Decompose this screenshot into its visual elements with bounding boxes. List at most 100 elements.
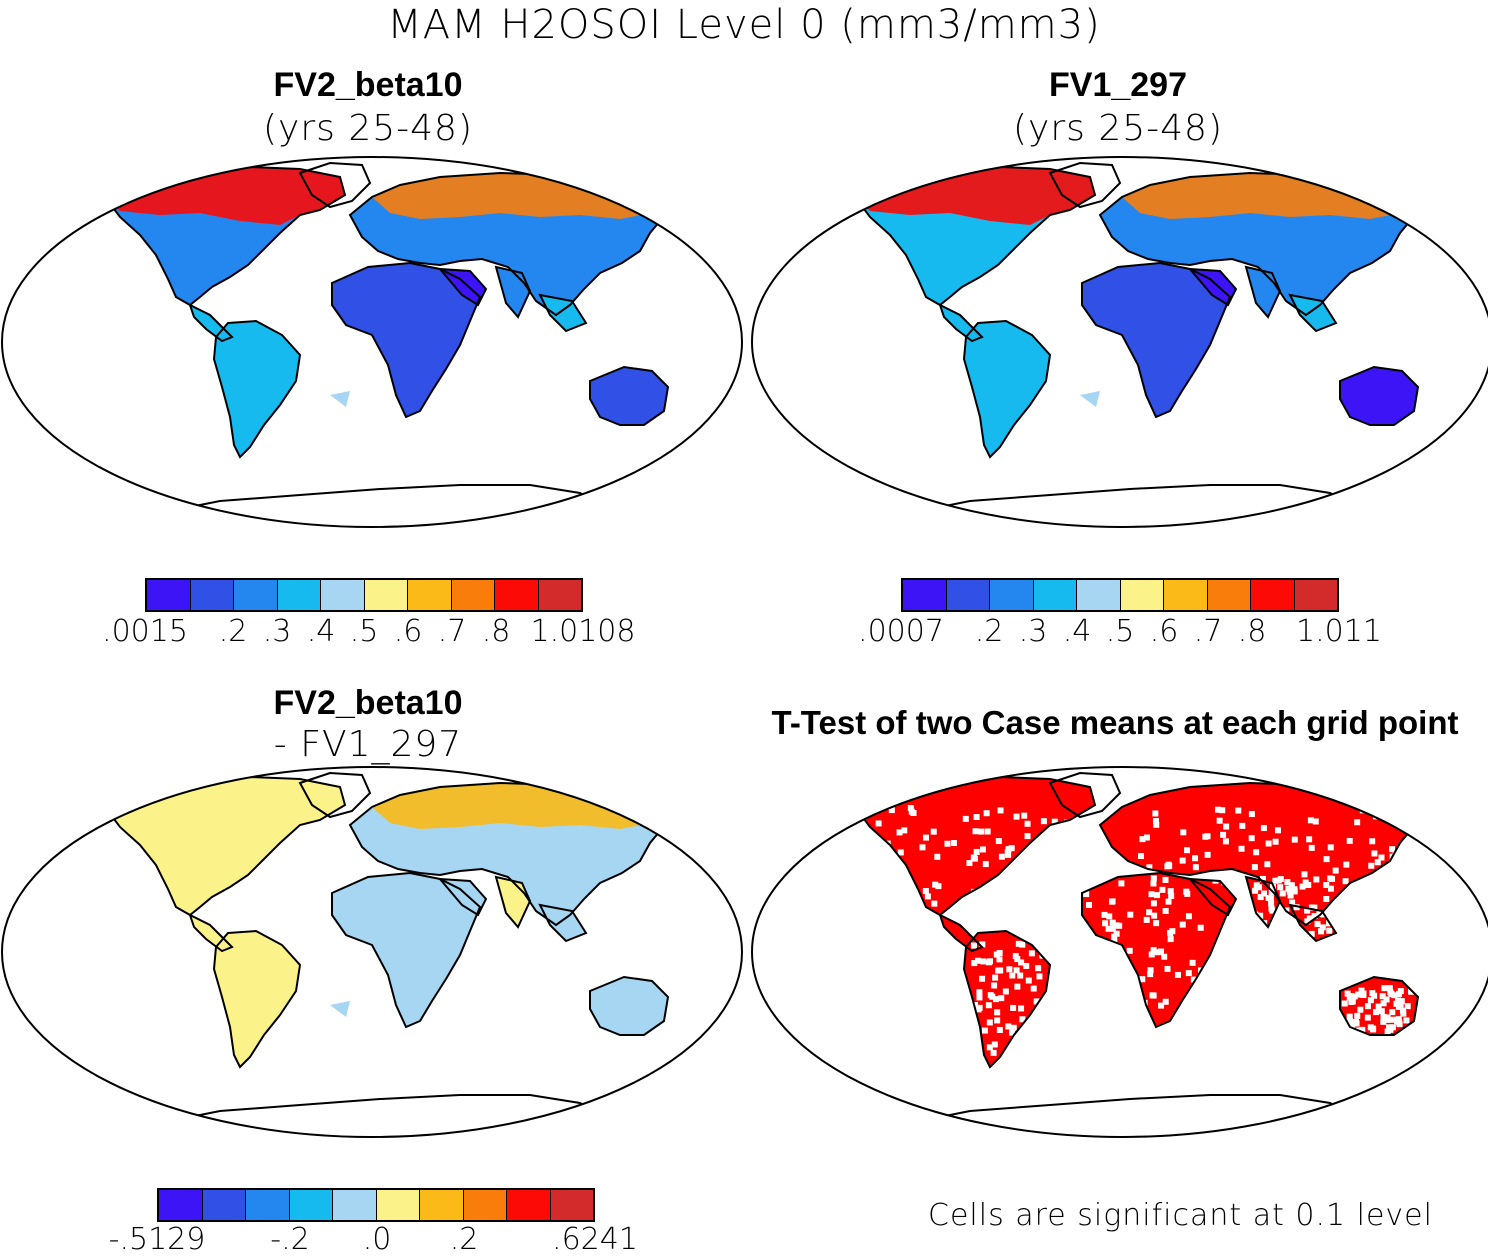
nonsignificant-cell <box>1370 1026 1377 1033</box>
colorbar-swatch <box>1294 580 1337 610</box>
nonsignificant-cell <box>950 840 957 847</box>
island <box>330 391 350 407</box>
nonsignificant-cell <box>1028 1044 1035 1051</box>
nonsignificant-cell <box>1399 1007 1406 1014</box>
nonsignificant-cell <box>1158 1002 1165 1009</box>
nonsignificant-cell <box>1036 940 1043 947</box>
nonsignificant-cell <box>1111 933 1118 940</box>
nonsignificant-cell <box>871 880 878 887</box>
nonsignificant-cell <box>973 848 980 855</box>
nonsignificant-cell <box>1404 1003 1411 1010</box>
nonsignificant-cell <box>1307 817 1314 824</box>
nonsignificant-cell <box>1265 894 1272 901</box>
nonsignificant-cell <box>1100 938 1107 945</box>
map-frame <box>1 766 743 1138</box>
nonsignificant-cell <box>1024 820 1031 827</box>
nonsignificant-cell <box>1326 927 1333 934</box>
map-frame <box>751 766 1488 1138</box>
nonsignificant-cell <box>1258 930 1265 937</box>
nonsignificant-cell <box>1010 1024 1017 1031</box>
nonsignificant-cell <box>1197 924 1204 931</box>
nonsignificant-cell <box>997 807 1004 814</box>
nonsignificant-cell <box>981 1027 988 1034</box>
nonsignificant-cell <box>1299 883 1306 890</box>
nonsignificant-cell <box>1288 918 1295 925</box>
nonsignificant-cell <box>1184 890 1191 897</box>
nonsignificant-cell <box>1036 973 1043 980</box>
nonsignificant-cell <box>1150 900 1157 907</box>
nonsignificant-cell <box>1319 924 1326 931</box>
nonsignificant-cell <box>1154 949 1161 956</box>
coastline-seAsia <box>1288 293 1338 333</box>
nonsignificant-cell <box>1287 892 1294 899</box>
nonsignificant-cell <box>1265 932 1272 939</box>
coastline-india <box>494 875 532 929</box>
coastline-greenland <box>1048 161 1122 209</box>
nonsignificant-cell <box>1032 874 1039 881</box>
island <box>1080 391 1100 407</box>
map-ttest <box>751 766 1488 1138</box>
nonsignificant-cell <box>1028 1022 1035 1029</box>
colorbar-case2-label: .7 <box>1193 614 1223 649</box>
nonsignificant-cell <box>1349 998 1356 1005</box>
nonsignificant-cell <box>875 820 882 827</box>
nonsignificant-cell <box>1137 853 1144 860</box>
nonsignificant-cell <box>1223 823 1230 830</box>
land-region-africa <box>332 263 480 417</box>
nonsignificant-cell <box>1180 829 1187 836</box>
nonsignificant-cell <box>1112 922 1119 929</box>
coastline-australia <box>589 975 670 1036</box>
nonsignificant-cell <box>1371 992 1378 999</box>
nonsignificant-cell <box>1273 912 1280 919</box>
nonsignificant-cell <box>1009 1029 1016 1036</box>
nonsignificant-cell <box>994 1009 1001 1016</box>
nonsignificant-cell <box>922 888 929 895</box>
nonsignificant-cell <box>1351 993 1358 1000</box>
nonsignificant-cell <box>1019 1016 1026 1023</box>
nonsignificant-cell <box>1408 1029 1415 1036</box>
nonsignificant-cell <box>1063 819 1070 826</box>
nonsignificant-cell <box>991 982 998 989</box>
map-diff <box>1 766 743 1138</box>
nonsignificant-cell <box>1341 1000 1348 1007</box>
nonsignificant-cell <box>1006 966 1013 973</box>
nonsignificant-cell <box>1318 928 1325 935</box>
colorbar-swatch <box>364 580 408 610</box>
nonsignificant-cell <box>1368 862 1375 869</box>
nonsignificant-cell <box>1387 1026 1394 1033</box>
coastline-southAmerica <box>962 929 1052 1069</box>
nonsignificant-cell <box>994 1017 1001 1024</box>
nonsignificant-cell <box>1380 1000 1387 1007</box>
nonsignificant-cell <box>1067 901 1074 908</box>
nonsignificant-cell <box>1323 895 1330 902</box>
nonsignificant-cell <box>1150 947 1157 954</box>
nonsignificant-cell <box>1162 908 1169 915</box>
nonsignificant-cell <box>982 861 989 868</box>
colorbar-swatch <box>321 580 365 610</box>
nonsignificant-cell <box>1393 1000 1400 1007</box>
nonsignificant-cell <box>1101 911 1108 918</box>
nonsignificant-cell <box>1291 886 1298 893</box>
nonsignificant-cell <box>1329 875 1336 882</box>
nonsignificant-cell <box>979 846 986 853</box>
nonsignificant-cell <box>1288 914 1295 921</box>
nonsignificant-cell <box>1165 898 1172 905</box>
nonsignificant-cell <box>1343 861 1350 868</box>
colorbar-swatch <box>147 580 191 610</box>
nonsignificant-cell <box>1022 1035 1029 1042</box>
nonsignificant-cell <box>1248 811 1255 818</box>
nonsignificant-cell <box>975 1006 982 1013</box>
nonsignificant-cell <box>1375 1003 1382 1010</box>
land-region-australia <box>590 977 668 1035</box>
nonsignificant-cell <box>1221 879 1228 886</box>
nonsignificant-cell <box>1215 806 1222 813</box>
nonsignificant-cell <box>1126 947 1133 954</box>
nonsignificant-cell <box>992 974 999 981</box>
nonsignificant-cell <box>1013 813 1020 820</box>
nonsignificant-cell <box>1301 931 1308 938</box>
nonsignificant-cell <box>1384 1016 1391 1023</box>
nonsignificant-cell <box>1371 850 1378 857</box>
nonsignificant-cell <box>1021 891 1028 898</box>
nonsignificant-cell <box>888 807 895 814</box>
nonsignificant-cell <box>1108 898 1115 905</box>
